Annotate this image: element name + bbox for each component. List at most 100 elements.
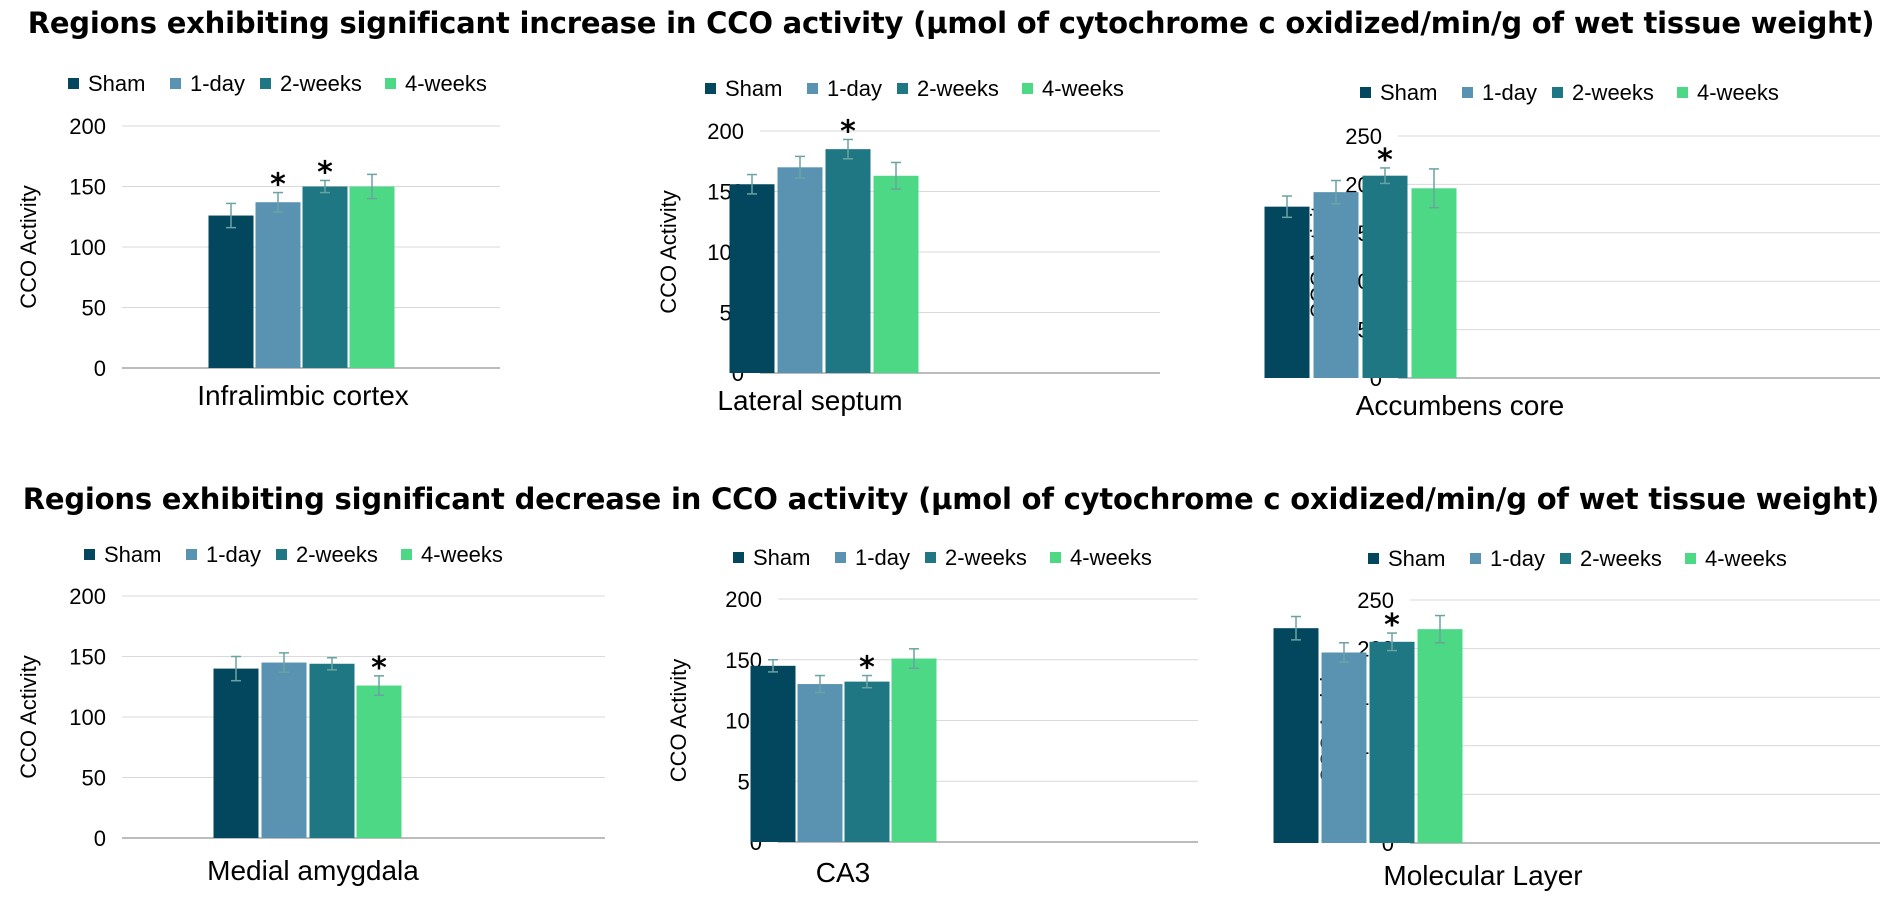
significance-star: * xyxy=(840,114,856,149)
error-bar-1-day xyxy=(795,155,805,179)
bar-sham xyxy=(1264,206,1310,378)
legend: Sham 1-day 2-weeks 4-weeks xyxy=(84,542,503,567)
legend: Sham 1-day 2-weeks 4-weeks xyxy=(68,71,487,96)
legend-label-sham: Sham xyxy=(1388,546,1445,571)
bar-2-weeks xyxy=(1362,175,1408,378)
y-tick-label: 200 xyxy=(69,584,106,609)
legend: Sham 1-day 2-weeks 4-weeks xyxy=(705,76,1124,101)
chart-accumbens-core: 050100150200250CCO Activity*Accumbens co… xyxy=(1264,80,1880,421)
error-bar-2-weeks xyxy=(1387,632,1397,652)
legend-swatch-2-weeks xyxy=(276,549,287,560)
error-bar-4-weeks xyxy=(374,675,384,696)
error-bar-sham xyxy=(768,659,778,673)
y-axis-label: CCO Activity xyxy=(16,655,41,778)
error-bar-4-weeks xyxy=(909,648,919,670)
bar-2-weeks xyxy=(309,663,355,838)
category-label: Infralimbic cortex xyxy=(197,380,409,411)
error-bar-sham xyxy=(1282,195,1292,219)
significance-star: * xyxy=(1377,143,1393,178)
error-bar-2-weeks xyxy=(320,179,330,194)
legend-swatch-sham xyxy=(1368,553,1379,564)
legend-swatch-4-weeks xyxy=(401,549,412,560)
error-bar-sham xyxy=(747,173,757,195)
legend-swatch-1-day xyxy=(170,78,181,89)
y-tick-label: 200 xyxy=(707,119,744,144)
legend-label-2-weeks: 2-weeks xyxy=(296,542,378,567)
legend-swatch-sham xyxy=(733,552,744,563)
legend-label-4-weeks: 4-weeks xyxy=(1070,545,1152,570)
legend-label-4-weeks: 4-weeks xyxy=(1697,80,1779,105)
legend-label-1-day: 1-day xyxy=(1482,80,1537,105)
significance-star: * xyxy=(270,168,286,203)
bar-1-day xyxy=(1313,192,1359,378)
chart-molecular-layer: 050100150200250CCO Activity*Molecular La… xyxy=(1273,546,1880,891)
significance-star: * xyxy=(859,651,875,686)
significance-star: * xyxy=(317,155,333,190)
bar-2-weeks xyxy=(302,186,348,368)
error-bar-2-weeks xyxy=(843,138,853,160)
category-label: CA3 xyxy=(816,857,870,888)
legend-swatch-4-weeks xyxy=(385,78,396,89)
y-tick-label: 250 xyxy=(1345,124,1382,149)
y-tick-label: 250 xyxy=(1357,588,1394,613)
bar-sham xyxy=(750,665,796,842)
chart-medial-amygdala: 0 50 100 150 200 CCO Activity * Medial amygdala… xyxy=(16,542,605,886)
category-label: Molecular Layer xyxy=(1383,860,1582,891)
legend-label-sham: Sham xyxy=(725,76,782,101)
bar-sham xyxy=(729,184,775,373)
y-tick-label: 100 xyxy=(69,235,106,260)
legend-label-sham: Sham xyxy=(753,545,810,570)
legend-swatch-4-weeks xyxy=(1050,552,1061,563)
legend-label-sham: Sham xyxy=(1380,80,1437,105)
bar-sham xyxy=(1273,628,1319,843)
bar-4-weeks xyxy=(349,186,395,368)
y-tick-label: 200 xyxy=(69,114,106,139)
bar-2-weeks xyxy=(844,681,890,842)
bar-1-day xyxy=(797,684,843,842)
legend-swatch-1-day xyxy=(186,549,197,560)
error-bar-sham xyxy=(1291,615,1301,641)
legend-label-1-day: 1-day xyxy=(855,545,910,570)
y-tick-label: 150 xyxy=(69,645,106,670)
error-bar-2-weeks xyxy=(327,656,337,671)
error-bar-1-day xyxy=(1339,642,1349,663)
bar-4-weeks xyxy=(356,685,402,838)
bar-4-weeks xyxy=(891,658,937,842)
legend-swatch-4-weeks xyxy=(1022,83,1033,94)
error-bar-1-day xyxy=(273,191,283,213)
chart-infralimbic-cortex: 0 50 100 150 200 CCO Activity * * Infralimbic co… xyxy=(16,71,500,411)
legend-label-2-weeks: 2-weeks xyxy=(1580,546,1662,571)
bar-sham xyxy=(208,215,254,368)
error-bar-1-day xyxy=(815,674,825,694)
legend-label-1-day: 1-day xyxy=(206,542,261,567)
legend: Sham 1-day 2-weeks 4-weeks xyxy=(1368,546,1787,571)
legend-label-2-weeks: 2-weeks xyxy=(917,76,999,101)
y-tick-label: 100 xyxy=(69,705,106,730)
y-axis-label: CCO Activity xyxy=(16,185,41,308)
bar-1-day xyxy=(261,662,307,838)
bar-2-weeks xyxy=(1369,641,1415,843)
category-label: Accumbens core xyxy=(1356,390,1565,421)
legend: Sham 1-day 2-weeks 4-weeks xyxy=(1360,80,1779,105)
heading-increase: Regions exhibiting significant increase … xyxy=(27,6,1875,40)
error-bar-sham xyxy=(231,655,241,682)
legend-label-4-weeks: 4-weeks xyxy=(405,71,487,96)
error-bar-2-weeks xyxy=(1380,167,1390,185)
bar-4-weeks xyxy=(1417,629,1463,843)
error-bar-1-day xyxy=(1331,179,1341,205)
legend-swatch-sham xyxy=(68,78,79,89)
legend-label-sham: Sham xyxy=(88,71,145,96)
legend-swatch-1-day xyxy=(807,83,818,94)
legend-label-2-weeks: 2-weeks xyxy=(945,545,1027,570)
legend-swatch-2-weeks xyxy=(260,78,271,89)
y-tick-label: 150 xyxy=(69,175,106,200)
legend-label-4-weeks: 4-weeks xyxy=(1705,546,1787,571)
error-bar-4-weeks xyxy=(891,161,901,190)
y-tick-label: 200 xyxy=(725,587,762,612)
bar-4-weeks xyxy=(873,175,919,373)
bar-2-weeks xyxy=(825,149,871,373)
bar-sham xyxy=(213,668,259,838)
error-bar-sham xyxy=(226,202,236,229)
